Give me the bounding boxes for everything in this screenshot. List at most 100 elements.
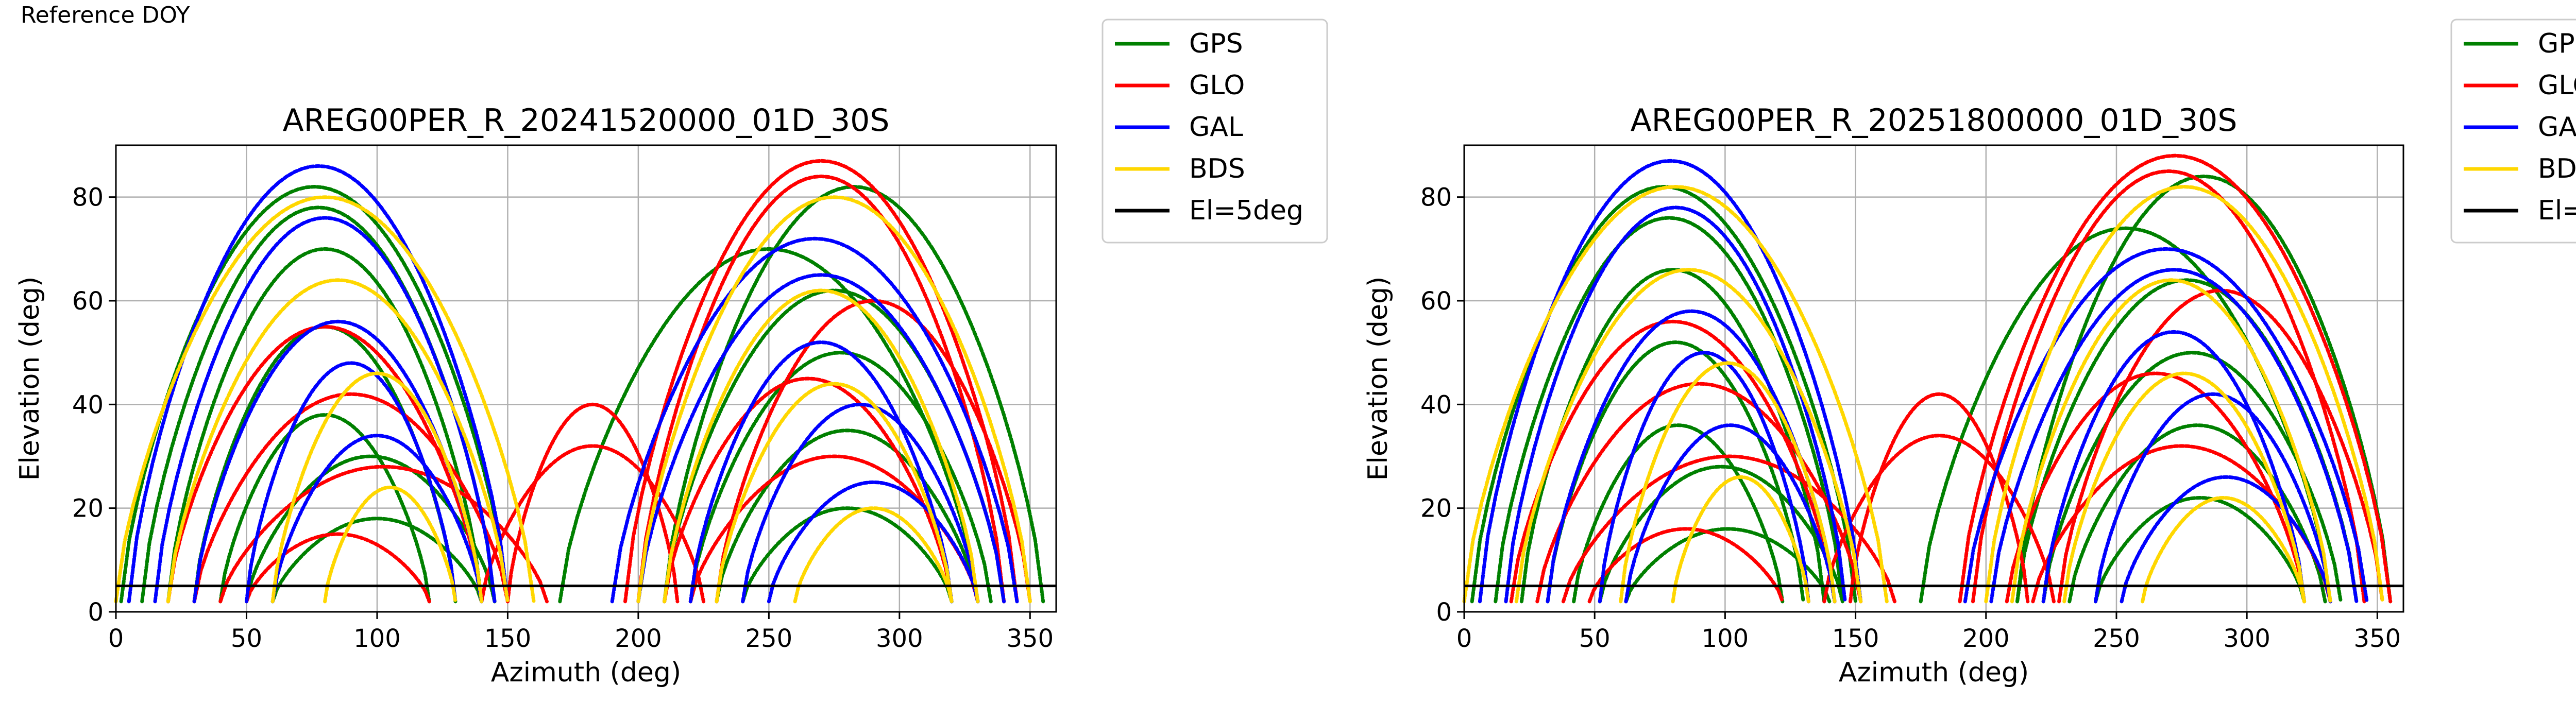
x-axis-label: Azimuth (deg)	[491, 657, 681, 688]
satellite-tracks	[114, 159, 1045, 604]
legend-label: GAL	[2538, 112, 2576, 143]
x-tick-label: 0	[108, 624, 124, 653]
legend-label: GPS	[2538, 28, 2576, 59]
track-gal	[270, 434, 484, 604]
track-gal	[2041, 330, 2307, 604]
track-bds	[663, 288, 980, 604]
track-glo	[2005, 371, 2307, 604]
legend-label: BDS	[1189, 153, 1245, 184]
track-bds	[1984, 184, 2384, 604]
track-bds	[715, 382, 954, 604]
track-bds	[2010, 278, 2332, 604]
track-gal	[1989, 268, 2359, 604]
x-tick-label: 350	[1006, 624, 1054, 653]
track-bds	[1619, 361, 1837, 604]
x-tick-label: 300	[876, 624, 923, 653]
track-glo	[192, 392, 510, 604]
track-gal	[1598, 351, 1810, 604]
track-gps	[2094, 495, 2307, 604]
chart-title: AREG00PER_R_20251800000_01D_30S	[1631, 102, 2238, 139]
legend: GPS GLO GAL BDS El=5deg	[1101, 19, 1328, 244]
legend-box	[2450, 19, 2576, 244]
x-tick-label: 150	[1832, 624, 1879, 653]
track-gps	[558, 247, 980, 604]
track-gps	[1572, 423, 1785, 604]
axes-frame	[115, 144, 1057, 613]
track-glo	[1587, 527, 1785, 604]
x-tick-label: 300	[2223, 624, 2270, 653]
x-tick-label: 100	[1702, 624, 1749, 653]
track-gps	[1494, 216, 1844, 604]
y-tick-label: 0	[1436, 598, 1452, 627]
x-tick-label: 0	[1456, 624, 1472, 653]
y-tick-label: 40	[72, 390, 104, 419]
legend-box	[1101, 19, 1328, 244]
track-glo	[1958, 153, 2393, 604]
track-gps	[741, 506, 954, 604]
x-tick-label: 150	[484, 624, 532, 653]
x-tick-label: 200	[1962, 624, 2010, 653]
track-glo	[1971, 169, 2366, 604]
chart-panel-1: 0 50 100 150 200 250 300 350 0 20 40 60 80 AREG00PER_…	[14, 19, 1328, 688]
track-bds	[270, 371, 484, 604]
track-gal	[153, 216, 497, 604]
track-glo	[715, 299, 1032, 604]
header-text: Reference DOY	[21, 2, 190, 28]
track-gal	[610, 236, 1019, 604]
chart-title: AREG00PER_R_20241520000_01D_30S	[283, 102, 890, 139]
y-axis-label: Elevation (deg)	[1363, 277, 1394, 481]
chart-panel-2: 0 50 100 150 200 250 300 350 0 20 40 60 80 AREG00PER_…	[1363, 19, 2576, 688]
x-tick-label: 200	[615, 624, 662, 653]
track-gal	[1504, 205, 1847, 604]
x-tick-label: 50	[1579, 624, 1611, 653]
track-gal	[741, 402, 980, 604]
track-bds	[323, 485, 457, 604]
panels: 0 50 100 150 200 250 300 350020406080AREG00PER_…	[14, 19, 2576, 688]
track-gal	[1624, 423, 1837, 604]
track-gps	[1624, 527, 1832, 604]
track-bds	[1671, 475, 1810, 604]
y-axis-label: Elevation (deg)	[14, 277, 45, 481]
track-gal	[767, 480, 980, 604]
y-tick-label: 60	[72, 287, 104, 316]
legend-label: GLO	[2538, 70, 2576, 101]
satellite-tracks	[1462, 153, 2393, 604]
track-glo	[1509, 319, 1837, 604]
track-bds	[2062, 371, 2307, 604]
track-gal	[127, 164, 510, 604]
x-tick-label: 250	[745, 624, 793, 653]
track-glo	[663, 376, 954, 604]
x-tick-label: 350	[2354, 624, 2401, 653]
track-bds	[793, 506, 954, 604]
track-gps	[2015, 174, 2393, 604]
track-gal	[688, 340, 954, 604]
y-tick-label: 40	[1420, 390, 1452, 419]
track-gal	[2120, 475, 2332, 604]
track-gal	[2094, 392, 2332, 604]
track-gps	[166, 247, 484, 604]
legend-label: El=5deg	[2538, 195, 2576, 226]
y-tick-label: 60	[1420, 287, 1452, 316]
legend-label: GAL	[1189, 112, 1243, 143]
legend: GPS GLO GAL BDS El=5deg	[2450, 19, 2576, 244]
x-tick-label: 250	[2093, 624, 2140, 653]
track-glo	[1822, 434, 2056, 604]
track-gps	[1598, 465, 1844, 604]
track-gal	[1963, 247, 2369, 604]
track-gal	[636, 273, 1006, 604]
y-tick-label: 20	[72, 494, 104, 523]
track-bds	[114, 195, 536, 604]
track-gps	[119, 184, 510, 604]
track-gps	[2041, 351, 2343, 604]
track-gps	[715, 428, 980, 604]
x-tick-label: 50	[231, 624, 262, 653]
track-gps	[1546, 340, 1805, 604]
track-glo	[623, 159, 1019, 604]
track-glo	[166, 324, 484, 604]
y-tick-label: 0	[88, 598, 104, 627]
x-axis-label: Azimuth (deg)	[1839, 657, 2029, 688]
track-bds	[1514, 268, 1863, 604]
x-tick-label: 100	[353, 624, 401, 653]
y-tick-label: 20	[1420, 494, 1452, 523]
